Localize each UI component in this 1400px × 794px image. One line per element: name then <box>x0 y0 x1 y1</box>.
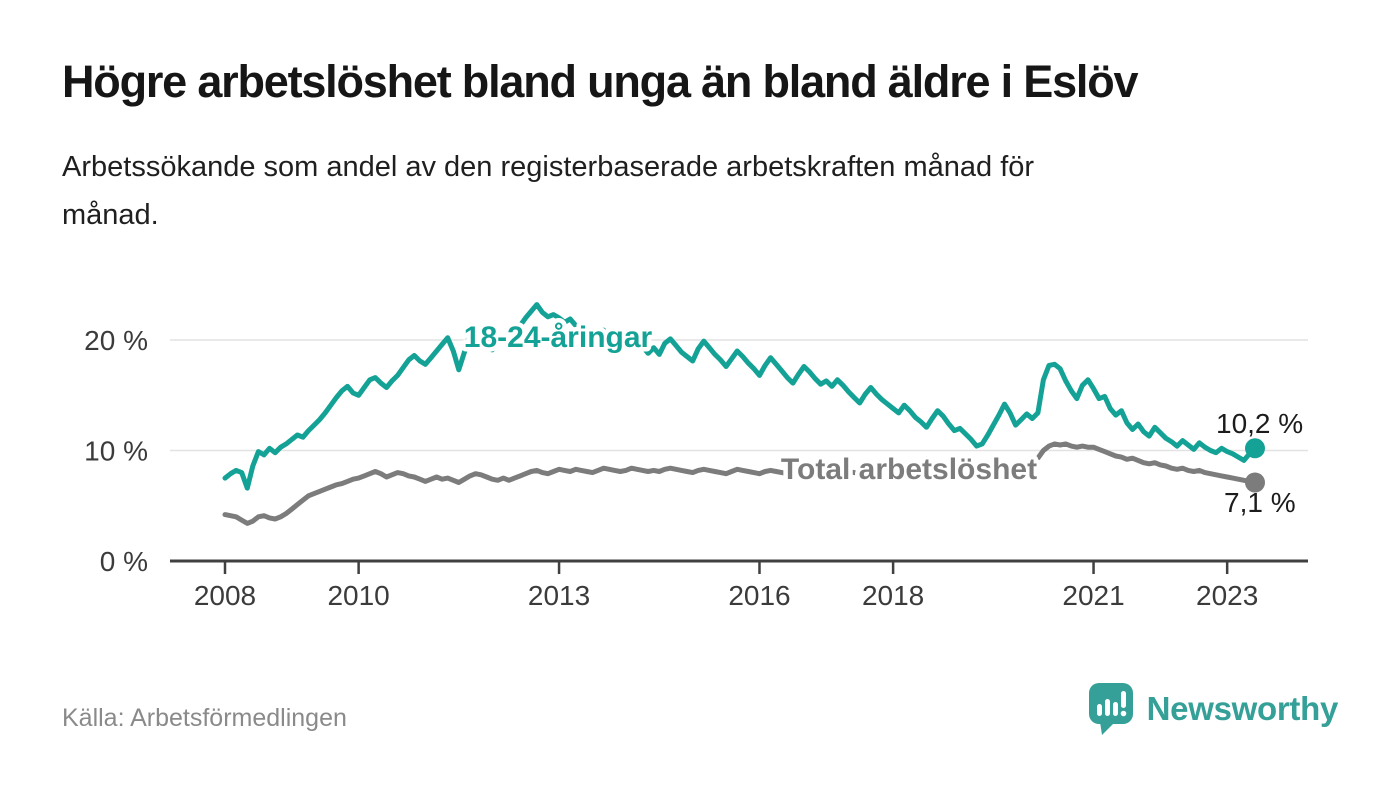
y-axis-tick-label: 20 % <box>84 325 148 356</box>
chart-title: Högre arbetslöshet bland unga än bland ä… <box>62 56 1139 107</box>
chart-subtitle: Arbetssökande som andel av den registerb… <box>62 143 1034 239</box>
subtitle-line-2: månad. <box>62 199 159 231</box>
series-line-youth <box>222 302 1258 491</box>
x-axis-tick-label: 2018 <box>862 580 924 611</box>
x-axis-tick-label: 2013 <box>528 580 590 611</box>
series-end-value-total: 7,1 % <box>1224 487 1296 518</box>
x-axis-tick-label: 2021 <box>1062 580 1124 611</box>
x-axis-tick-label: 2008 <box>194 580 256 611</box>
y-axis-tick-label: 10 % <box>84 436 148 467</box>
y-axis-tick-label: 0 % <box>100 546 148 577</box>
subtitle-line-1: Arbetssökande som andel av den registerb… <box>62 151 1035 183</box>
x-axis-tick-label: 2010 <box>327 580 389 611</box>
series-end-dot-total <box>1245 472 1265 493</box>
newsworthy-logo: Newsworthy <box>1088 682 1338 736</box>
series-label-total: Total arbetslöshet <box>781 453 1037 486</box>
series-label-youth: 18-24-åringar <box>464 321 653 354</box>
series-line-total <box>222 441 1258 526</box>
newsworthy-logo-text: Newsworthy <box>1146 690 1339 727</box>
series-end-dot-youth <box>1245 438 1265 459</box>
x-axis-tick-label: 2023 <box>1196 580 1258 611</box>
newsworthy-logo-icon <box>1088 683 1133 735</box>
source-note: Källa: Arbetsförmedlingen <box>62 704 347 732</box>
series-end-value-youth: 10,2 % <box>1216 408 1303 439</box>
x-axis-tick-label: 2016 <box>728 580 790 611</box>
